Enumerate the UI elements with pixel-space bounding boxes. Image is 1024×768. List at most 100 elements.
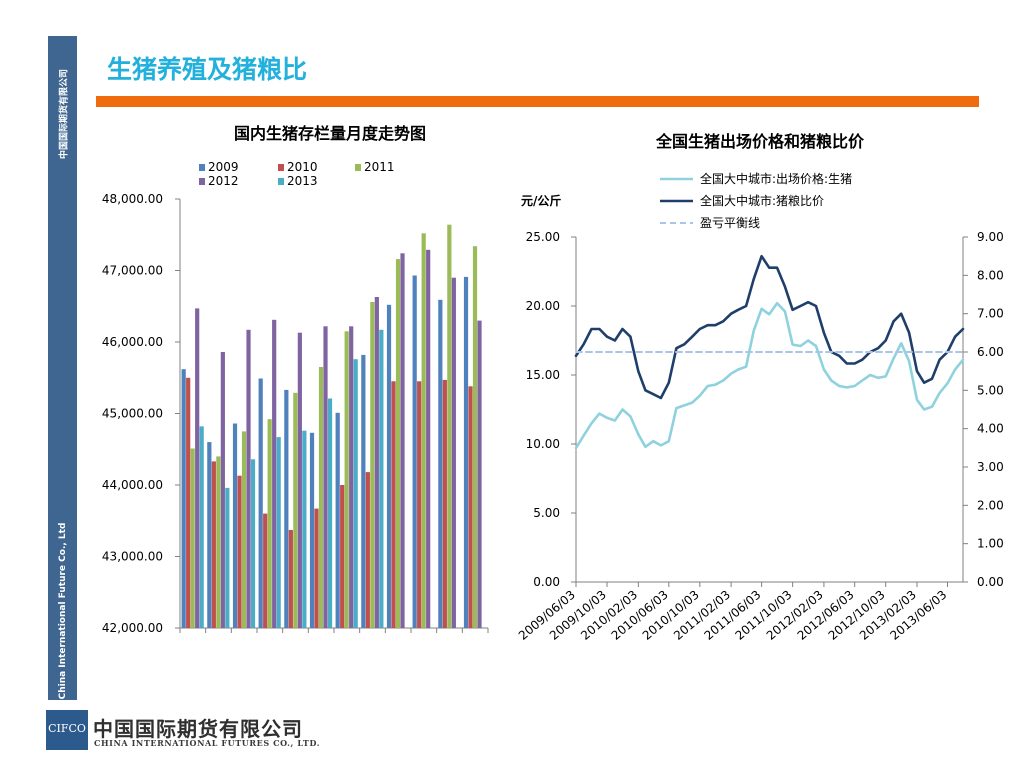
bar-y-tick-label: 42,000.00 [102, 621, 163, 635]
bar-y-tick-label: 44,000.00 [102, 478, 163, 492]
bar-2009 [232, 423, 238, 628]
bar-2010 [314, 508, 319, 628]
bar-2010 [237, 475, 242, 628]
price-ratio-line-chart: 全国生猪出场价格和猪粮比价 全国大中城市:出场价格:生猪全国大中城市:猪粮比价盈… [516, 132, 1004, 643]
stock-bar-chart: 国内生猪存栏量月度走势图 2009 2010 2011 2012 2013 42,000… [102, 124, 489, 635]
bar-chart-marks [181, 224, 482, 629]
bar-2011 [216, 456, 221, 628]
bar-2012 [297, 332, 302, 628]
line-left-tick-label: 10.00 [526, 437, 560, 451]
sidebar-company-cn: 中国国际期货有限公司 [59, 68, 69, 160]
bar-y-tick-label: 48,000.00 [102, 192, 163, 206]
line-series-全国大中城市:出场价格:生猪 [574, 301, 965, 450]
line-right-tick-label: 0.00 [977, 575, 1004, 589]
bar-chart-title: 国内生猪存栏量月度走势图 [234, 124, 426, 143]
bar-chart-legend: 2009 2010 2011 2012 2013 [199, 160, 395, 188]
bar-2012 [477, 320, 482, 628]
bar-legend-swatch-2009 [199, 164, 205, 171]
bar-legend-swatch-2013 [278, 178, 284, 185]
bar-2010 [391, 381, 396, 628]
bar-2013 [327, 398, 333, 628]
bar-2011 [318, 367, 324, 628]
bar-2013 [302, 430, 307, 628]
title-underline-bar [96, 96, 979, 107]
cifco-logo: CIFCO [46, 710, 88, 750]
bar-2009 [207, 442, 212, 628]
bar-2009 [309, 432, 315, 628]
line-left-tick-label: 15.00 [526, 368, 560, 382]
bar-2012 [246, 329, 251, 628]
bar-legend-label-2011: 2011 [364, 160, 395, 174]
bar-2011 [370, 302, 375, 628]
line-right-tick-label: 7.00 [977, 307, 1004, 321]
bar-y-tick-label: 45,000.00 [102, 407, 163, 421]
bar-2009 [463, 276, 469, 628]
bar-2013 [225, 487, 230, 628]
bar-2012 [323, 326, 328, 628]
sidebar: 中国国际期货有限公司 China International Future Co… [48, 36, 77, 700]
line-legend-label-盈亏平衡线: 盈亏平衡线 [700, 216, 760, 230]
bar-2011 [447, 224, 452, 628]
bar-legend-label-2009: 2009 [208, 160, 239, 174]
bar-2009 [258, 378, 263, 628]
bar-legend-swatch-2012 [199, 178, 205, 185]
bar-y-tick-label: 47,000.00 [102, 264, 163, 278]
bar-2009 [438, 299, 443, 628]
line-legend-label-全国大中城市:猪粮比价: 全国大中城市:猪粮比价 [700, 193, 824, 208]
line-chart-marks [574, 254, 965, 450]
line-right-tick-label: 8.00 [977, 268, 1004, 282]
bar-legend-label-2012: 2012 [208, 174, 239, 188]
line-right-tick-label: 6.00 [977, 345, 1004, 359]
bar-2012 [451, 277, 456, 628]
bar-2013 [353, 359, 358, 628]
bar-2012 [220, 352, 225, 628]
bar-2009 [386, 304, 392, 628]
line-right-tick-label: 4.00 [977, 422, 1004, 436]
line-right-tick-label: 2.00 [977, 498, 1004, 512]
bar-2012 [349, 326, 354, 628]
line-left-tick-label: 20.00 [526, 299, 560, 313]
line-series-全国大中城市:猪粮比价 [574, 254, 965, 400]
bar-2012 [195, 308, 200, 628]
line-right-tick-label: 3.00 [977, 460, 1004, 474]
bar-y-tick-label: 46,000.00 [102, 335, 163, 349]
bar-2013 [250, 459, 256, 628]
bar-y-tick-label: 43,000.00 [102, 550, 163, 564]
bar-2010 [186, 377, 191, 629]
line-right-tick-label: 9.00 [977, 230, 1004, 244]
bar-2011 [395, 259, 401, 628]
bar-2009 [361, 354, 366, 628]
footer-company-cn: 中国国际期货有限公司 [93, 717, 303, 741]
bar-2010 [211, 461, 216, 628]
bar-2010 [263, 513, 268, 628]
bar-2009 [181, 369, 186, 628]
bar-legend-swatch-2010 [278, 164, 284, 171]
bar-2011 [293, 392, 298, 628]
bar-2013 [379, 329, 384, 628]
line-left-tick-label: 5.00 [533, 506, 560, 520]
bar-2010 [365, 472, 370, 628]
bar-2011 [344, 331, 349, 628]
line-right-tick-label: 1.00 [977, 537, 1004, 551]
bar-2011 [241, 431, 247, 628]
bar-2010 [417, 381, 422, 628]
bar-2012 [374, 297, 379, 628]
bar-2013 [199, 426, 204, 628]
bar-2010 [340, 485, 345, 628]
bar-2011 [190, 448, 195, 628]
line-right-tick-label: 5.00 [977, 383, 1004, 397]
bar-legend-swatch-2011 [355, 164, 361, 171]
line-chart-title: 全国生猪出场价格和猪粮比价 [655, 132, 865, 151]
line-chart-y-axis-label: 元/公斤 [521, 193, 561, 208]
footer-company-en: CHINA INTERNATIONAL FUTURES CO., LTD. [94, 738, 321, 748]
bar-2012 [272, 319, 277, 628]
bar-2011 [472, 246, 478, 628]
bar-chart-axes: 42,000.00 43,000.00 44,000.00 45,000.00 46,0… [102, 192, 489, 635]
line-legend-label-全国大中城市:出场价格:生猪: 全国大中城市:出场价格:生猪 [700, 171, 852, 186]
bar-2010 [288, 530, 293, 628]
bar-2010 [468, 386, 473, 628]
bar-2011 [421, 233, 426, 629]
sidebar-company-en: China International Future Co., Ltd [57, 522, 68, 700]
bar-legend-label-2013: 2013 [287, 174, 318, 188]
